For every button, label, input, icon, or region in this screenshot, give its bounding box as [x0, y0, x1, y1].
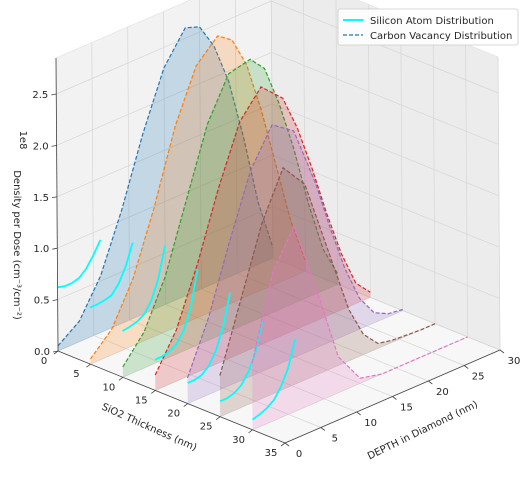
y-grid-line [234, 0, 465, 366]
vacancy-line-0 [57, 26, 274, 347]
silicon-line-20 [187, 292, 231, 384]
x-tick-label: 20 [167, 409, 180, 420]
y-tick [356, 411, 361, 416]
z-tick-label: 1.5 [33, 193, 49, 204]
legend: Silicon Atom Distribution Carbon Vacancy… [337, 8, 519, 46]
z-multiplier-label: 1e8 [17, 131, 28, 150]
vacancy-fill-0 [58, 26, 273, 352]
z-tick [51, 144, 57, 147]
y-tick [284, 442, 290, 447]
y-grid-line [163, 11, 393, 397]
z-tick [52, 247, 58, 250]
vacancy-line-30 [251, 224, 468, 379]
vacancy-fill-10 [122, 59, 338, 378]
z-tick [52, 299, 58, 301]
vacancy-fill-20 [187, 124, 403, 404]
y-tick-label: 10 [364, 418, 377, 429]
y-tick [463, 365, 469, 369]
x-axis-line [57, 350, 286, 444]
x-tick [248, 429, 253, 434]
z-tick [52, 350, 59, 353]
z-tick-label: 2.0 [33, 141, 49, 152]
y-tick [392, 396, 397, 400]
z-axis-label: Density per Dose (cm⁻³/cm⁻²) [11, 170, 22, 320]
x-tick [280, 442, 286, 447]
x-axis-label: SiO2 Thickness (nm) [100, 402, 199, 454]
vacancy-line-10 [122, 58, 339, 368]
series-layer [57, 26, 468, 430]
silicon-line-0 [57, 239, 102, 289]
vacancy-line-25 [219, 166, 436, 376]
x-tick-label: 10 [102, 382, 115, 393]
vacancy-fill-30 [252, 226, 468, 430]
y-tick-label: 20 [436, 387, 449, 398]
z-tick-label: 1.0 [33, 244, 49, 255]
legend-entry-vacancy: Carbon Vacancy Distribution [370, 31, 512, 42]
x-tick-label: 25 [200, 422, 213, 433]
x-tick [118, 376, 124, 381]
silicon-line-15 [154, 268, 199, 361]
y-tick-label: 15 [400, 403, 413, 414]
y-grid-line [198, 0, 429, 382]
x-tick [86, 363, 91, 368]
axes-layer: 0 5 10 15 20 25 30 35 0 5 10 15 20 25 30 0.0 0.5 1.0 1.5 2.… [32, 57, 521, 460]
silicon-line-30 [251, 339, 296, 421]
y-tick [320, 427, 326, 431]
x-tick-label: 35 [265, 448, 278, 459]
y-grid-line [127, 26, 357, 413]
y-tick [428, 380, 433, 385]
x-tick [183, 403, 188, 407]
x-tick [151, 390, 156, 394]
z-tick-label: 0.0 [34, 347, 50, 358]
legend-entry-silicon: Silicon Atom Distribution [370, 16, 494, 27]
z-tick-label: 2.5 [32, 90, 48, 101]
z-tick [51, 93, 57, 96]
y-axis-label: DEPTH in Diamond (nm) [366, 399, 480, 462]
vacancy-line-5 [89, 35, 306, 360]
z-tick-label: 0.5 [34, 296, 50, 307]
x-tick [215, 416, 221, 421]
vacancy-line-15 [154, 86, 371, 376]
x-tick-label: 5 [73, 369, 79, 380]
x-tick-label: 0 [41, 356, 47, 367]
legend-box [337, 8, 519, 46]
x-tick-label: 15 [135, 395, 148, 406]
z-axis-line [55, 57, 59, 352]
x-tick-label: 30 [232, 435, 245, 446]
vacancy-fill-25 [219, 167, 436, 417]
y-grid-line [91, 42, 321, 428]
y-tick-label: 5 [332, 434, 338, 445]
silicon-line-5 [89, 242, 134, 309]
y-tick-label: 0 [296, 449, 302, 460]
silicon-line-10 [122, 245, 166, 332]
z-tick [51, 196, 58, 199]
y-tick-label: 25 [472, 372, 485, 383]
silicon-line-25 [219, 320, 264, 403]
y-grid-line [270, 0, 501, 351]
y-tick-label: 30 [508, 356, 521, 367]
y-tick [499, 349, 505, 354]
vacancy-fill-5 [90, 35, 306, 365]
